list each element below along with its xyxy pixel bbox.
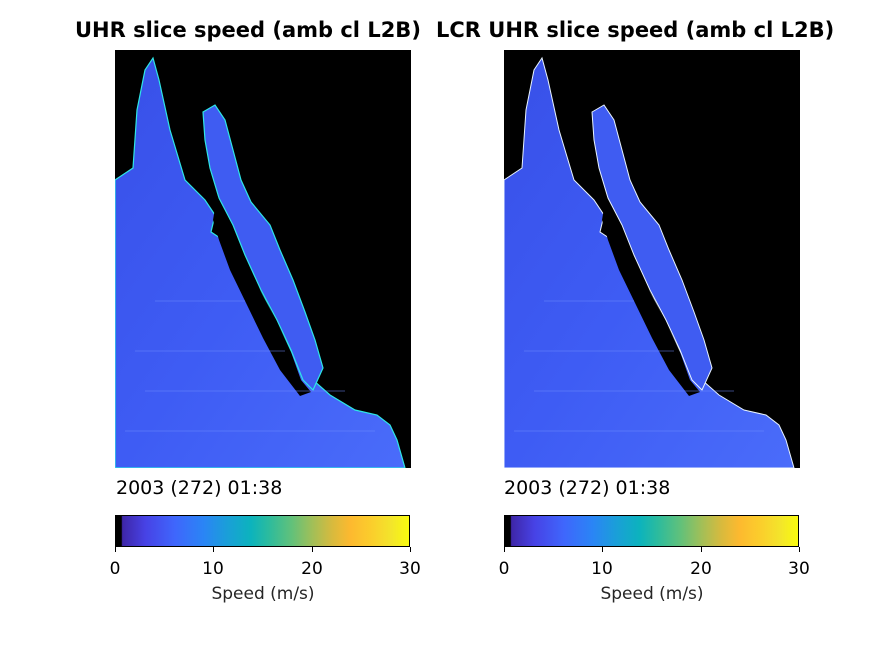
panel-1-colorbar-ticks: 0 10 20 30 — [110, 547, 421, 581]
baja-land — [193, 130, 311, 396]
panel-2-colorbar-ticks: 0 10 20 30 — [499, 547, 810, 581]
panel-1-map — [115, 50, 411, 468]
panel-2-title: LCR UHR slice speed (amb cl L2B) — [436, 18, 835, 42]
panel-1-tick-10: 10 — [202, 559, 224, 579]
panel-1-title: UHR slice speed (amb cl L2B) — [75, 18, 421, 42]
gulf-region — [202, 104, 324, 392]
panel-1-timestamp: 2003 (272) 01:38 — [116, 477, 283, 499]
pacific-ocean-region — [504, 56, 795, 468]
panel-1-tick-0: 0 — [109, 559, 121, 579]
panel-2-timestamp: 2003 (272) 01:38 — [504, 477, 671, 499]
panel-2-colorbar — [504, 515, 799, 547]
pacific-ocean-region — [115, 56, 406, 468]
panel-2-tick-0: 0 — [498, 559, 510, 579]
panel-1-tick-30: 30 — [399, 559, 421, 579]
panel-2-tick-20: 20 — [690, 559, 712, 579]
panel-2-colorbar-label: Speed (m/s) — [600, 584, 704, 604]
panel-2-tick-10: 10 — [591, 559, 613, 579]
panel-2-tick-30: 30 — [788, 559, 810, 579]
gulf-region — [591, 104, 713, 391]
baja-land — [582, 130, 700, 396]
panel-1-colorbar-label: Speed (m/s) — [211, 584, 315, 604]
panel-2-map — [504, 50, 800, 468]
panel-1-tick-20: 20 — [301, 559, 323, 579]
panel-1-colorbar — [115, 515, 410, 547]
